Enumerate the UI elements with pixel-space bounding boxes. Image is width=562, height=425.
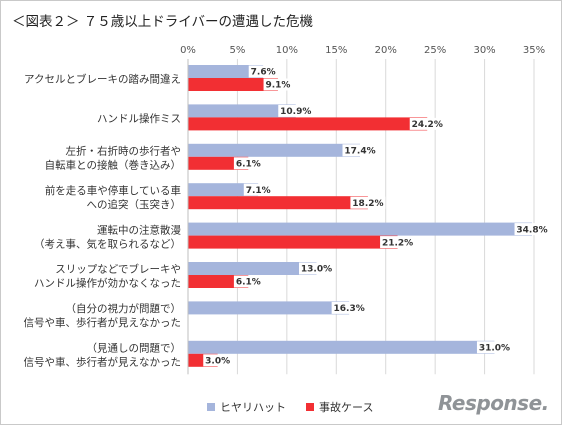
data-label-background (331, 301, 367, 314)
data-label-background (233, 275, 263, 288)
data-label-background (342, 144, 378, 157)
bar-accident (188, 235, 398, 249)
data-label: 9.1% (265, 81, 290, 91)
response-logo: Response. (438, 391, 549, 415)
data-label: 16.3% (334, 304, 365, 314)
data-label: 21.2% (382, 238, 413, 248)
data-label-background (263, 78, 293, 91)
data-label-background (248, 65, 278, 78)
bar-hiyari (188, 222, 533, 236)
data-label-background (514, 223, 550, 236)
data-label: 7.6% (251, 68, 276, 78)
data-label: 6.1% (236, 160, 261, 170)
bar-hiyari (188, 301, 350, 315)
category-label: （自分の視力が問題で） (66, 302, 182, 315)
bar-hiyari (188, 340, 495, 354)
bar-hiyari (188, 104, 296, 118)
x-tick-label: 5% (229, 45, 245, 56)
category-label: 自転車との接触（巻き込み） (45, 159, 181, 172)
data-label: 13.0% (301, 265, 332, 275)
bar-hiyari (188, 262, 317, 275)
x-tick-label: 15% (325, 45, 347, 56)
category-label: アクセルとブレーキの踏み間違え (24, 73, 181, 86)
data-label-background (350, 196, 386, 209)
x-tick-label: 35% (523, 45, 545, 56)
data-label: 10.9% (280, 107, 311, 117)
legend-swatch-series1 (207, 403, 215, 411)
category-label: スリップなどでブレーキや (55, 263, 181, 276)
bar-accident (188, 78, 278, 91)
category-label: ハンドル操作ミス (97, 112, 181, 125)
category-label: （考え事、気を取られるなど） (34, 237, 181, 250)
data-label: 18.2% (352, 199, 383, 209)
category-label: 信号や車、歩行者が見えなかった (24, 316, 182, 329)
data-label-background (233, 157, 263, 170)
bar-hiyari (188, 183, 259, 197)
bar-accident (188, 196, 368, 210)
legend-item-series2: 事故ケース (306, 399, 373, 415)
legend-swatch-series2 (306, 403, 314, 411)
bar-accident (188, 275, 249, 288)
legend-label-series1: ヒヤリハット (220, 401, 286, 414)
data-label: 3.0% (205, 357, 230, 367)
data-label: 24.2% (412, 120, 443, 130)
x-tick-label: 0% (180, 45, 196, 56)
data-label: 7.1% (246, 186, 271, 196)
category-label: （見通しの問題で） (87, 343, 182, 355)
data-label-background (278, 104, 314, 117)
chart-title: ＜図表２＞ ７５歳以上ドライバーの遭遇した危機 (12, 14, 314, 30)
bar-hiyari (188, 65, 264, 78)
bar-accident (188, 117, 428, 131)
category-label: ハンドル操作が効かなくなった (34, 277, 181, 290)
data-label: 34.8% (516, 225, 547, 235)
data-label-background (243, 183, 273, 196)
data-label: 17.4% (344, 147, 375, 157)
category-label: 信号や車、歩行者が見えなかった (24, 356, 182, 369)
x-tick-label: 10% (276, 45, 298, 56)
x-tick-label: 25% (424, 45, 446, 56)
bar-accident (188, 156, 249, 170)
legend: ヒヤリハット 事故ケース (207, 399, 393, 415)
category-label: 前を走る車や停車している車 (45, 184, 181, 197)
data-label-background (409, 117, 445, 130)
bar-hiyari (188, 143, 361, 157)
x-tick-label: 30% (473, 45, 495, 56)
legend-item-series1: ヒヤリハット (207, 399, 286, 415)
category-label: 左折・右折時の歩行者や (66, 145, 182, 158)
data-label: 6.1% (236, 278, 261, 288)
data-label: 31.0% (479, 344, 510, 354)
data-label-background (203, 354, 233, 367)
category-label: 運転中の注意散漫 (97, 223, 181, 236)
data-label-background (380, 236, 416, 249)
category-label: への追突（玉突き） (87, 198, 182, 211)
x-tick-label: 20% (375, 45, 397, 56)
legend-label-series2: 事故ケース (319, 401, 374, 414)
data-label-background (476, 341, 512, 354)
data-label-background (299, 262, 335, 275)
